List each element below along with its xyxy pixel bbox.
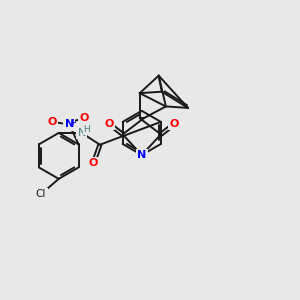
Text: Cl: Cl [36,189,46,199]
Text: -: - [51,112,55,122]
Text: O: O [169,119,179,129]
Text: N: N [77,128,86,138]
Text: O: O [47,117,57,127]
Text: N: N [137,150,146,160]
Text: O: O [80,113,89,123]
Text: O: O [105,119,114,129]
Text: H: H [83,125,90,134]
Text: O: O [89,158,98,168]
Text: N: N [64,119,74,129]
Text: +: + [70,118,76,127]
